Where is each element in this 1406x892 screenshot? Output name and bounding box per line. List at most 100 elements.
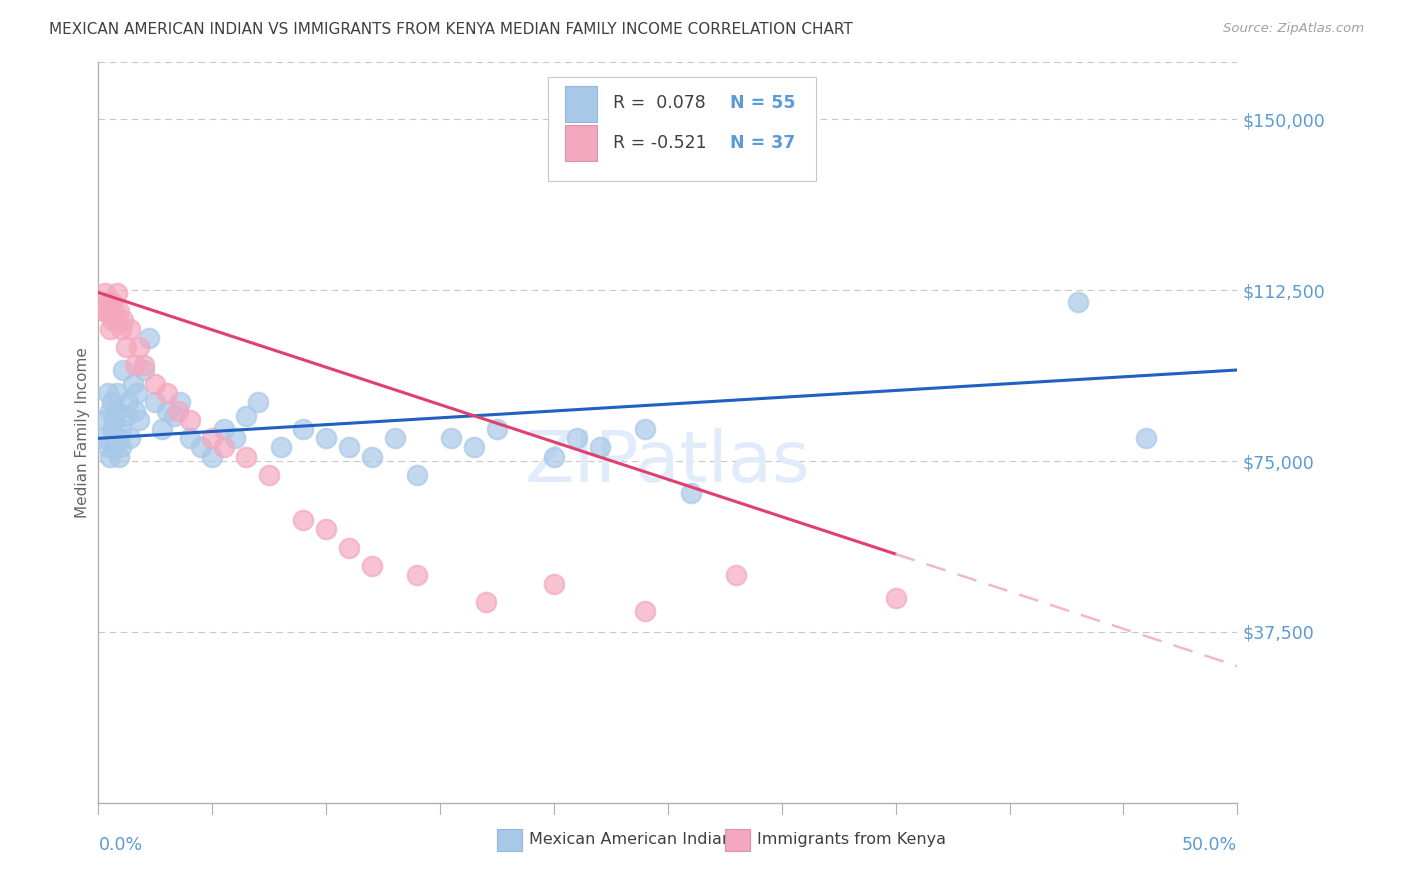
Point xyxy=(103,303,125,318)
Point xyxy=(96,294,118,309)
Bar xyxy=(498,829,522,851)
Point xyxy=(270,441,292,455)
Point xyxy=(114,409,136,423)
Point xyxy=(201,450,224,464)
Point xyxy=(132,359,155,373)
Point xyxy=(110,422,132,436)
Point xyxy=(201,431,224,445)
Point xyxy=(292,513,315,527)
Point xyxy=(120,322,142,336)
Point xyxy=(235,450,257,464)
Text: Mexican American Indians: Mexican American Indians xyxy=(529,832,741,847)
Point xyxy=(315,431,337,445)
FancyBboxPatch shape xyxy=(548,78,815,181)
Point xyxy=(127,385,149,400)
Point xyxy=(212,441,235,455)
Point xyxy=(384,431,406,445)
Point xyxy=(315,523,337,537)
Point xyxy=(108,303,131,318)
Point xyxy=(112,363,135,377)
Text: R = -0.521: R = -0.521 xyxy=(613,135,707,153)
Point xyxy=(406,568,429,582)
Text: R =  0.078: R = 0.078 xyxy=(613,95,706,112)
Point xyxy=(103,441,125,455)
Point xyxy=(565,431,588,445)
Point xyxy=(145,376,167,391)
Point xyxy=(292,422,315,436)
Point xyxy=(543,577,565,591)
Point xyxy=(150,422,173,436)
Point xyxy=(156,385,179,400)
Point xyxy=(110,322,132,336)
Point xyxy=(91,303,114,318)
Point xyxy=(167,404,190,418)
Point xyxy=(259,467,281,482)
Point xyxy=(94,413,117,427)
Bar xyxy=(565,87,598,121)
Text: Source: ZipAtlas.com: Source: ZipAtlas.com xyxy=(1223,22,1364,36)
Point xyxy=(246,395,269,409)
Point xyxy=(169,395,191,409)
Point xyxy=(101,422,124,436)
Point xyxy=(114,340,136,354)
Point xyxy=(108,450,131,464)
Point xyxy=(360,450,382,464)
Point xyxy=(337,441,360,455)
Point xyxy=(98,450,121,464)
Point xyxy=(725,568,748,582)
Point xyxy=(179,431,201,445)
Text: 50.0%: 50.0% xyxy=(1182,836,1237,855)
Point xyxy=(588,441,610,455)
Text: 0.0%: 0.0% xyxy=(98,836,142,855)
Point xyxy=(162,409,184,423)
Point xyxy=(235,409,257,423)
Point xyxy=(1067,294,1090,309)
Point xyxy=(634,422,657,436)
Point xyxy=(1135,431,1157,445)
Point xyxy=(190,441,212,455)
Point xyxy=(110,441,132,455)
Point xyxy=(440,431,463,445)
Text: Immigrants from Kenya: Immigrants from Kenya xyxy=(756,832,946,847)
Point xyxy=(94,285,117,300)
Point xyxy=(138,331,160,345)
Point xyxy=(337,541,360,555)
Point xyxy=(212,422,235,436)
Y-axis label: Median Family Income: Median Family Income xyxy=(75,347,90,518)
Point xyxy=(463,441,485,455)
Point xyxy=(124,359,146,373)
Point xyxy=(91,431,114,445)
Bar xyxy=(725,829,749,851)
Point xyxy=(98,404,121,418)
Point xyxy=(105,385,128,400)
Point xyxy=(121,376,143,391)
Point xyxy=(98,322,121,336)
Point xyxy=(101,395,124,409)
Point xyxy=(105,313,128,327)
Text: N = 55: N = 55 xyxy=(731,95,796,112)
Point xyxy=(156,404,179,418)
Point xyxy=(132,363,155,377)
Point xyxy=(128,340,150,354)
Point xyxy=(884,591,907,605)
Point xyxy=(474,595,496,609)
Point xyxy=(94,303,117,318)
Text: MEXICAN AMERICAN INDIAN VS IMMIGRANTS FROM KENYA MEDIAN FAMILY INCOME CORRELATIO: MEXICAN AMERICAN INDIAN VS IMMIGRANTS FR… xyxy=(49,22,853,37)
Point xyxy=(120,431,142,445)
Point xyxy=(179,413,201,427)
Point xyxy=(486,422,509,436)
Point xyxy=(105,285,128,300)
Point xyxy=(406,467,429,482)
Point xyxy=(145,395,167,409)
Point xyxy=(360,558,382,573)
Point xyxy=(634,604,657,618)
Point xyxy=(103,413,125,427)
Point xyxy=(679,486,702,500)
Point xyxy=(101,294,124,309)
Point xyxy=(543,450,565,464)
Point xyxy=(117,395,139,409)
Point xyxy=(112,313,135,327)
Text: N = 37: N = 37 xyxy=(731,135,796,153)
Point xyxy=(96,385,118,400)
Point xyxy=(108,431,131,445)
